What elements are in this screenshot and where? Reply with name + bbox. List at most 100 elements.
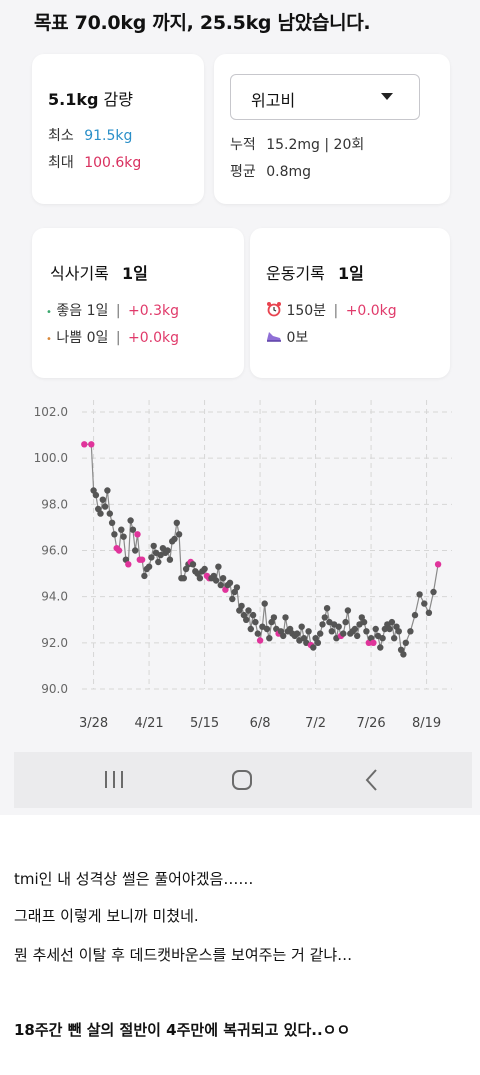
data-point bbox=[247, 625, 254, 633]
weight-chart-svg: 102.0 100.0 98.0 96.0 94.0 92.0 90.0 3/28 4/21 5/… bbox=[34, 400, 452, 731]
home-button[interactable] bbox=[212, 752, 272, 808]
highlight-point bbox=[81, 441, 88, 448]
data-point bbox=[416, 591, 423, 598]
data-point bbox=[360, 618, 368, 626]
data-point bbox=[342, 618, 349, 626]
data-point bbox=[132, 547, 139, 554]
data-point bbox=[372, 625, 379, 633]
data-point bbox=[266, 635, 273, 642]
back-button[interactable] bbox=[340, 752, 400, 808]
exercise-steps: 0보 bbox=[286, 330, 309, 346]
data-point bbox=[379, 635, 386, 642]
x-tick-label: 4/21 bbox=[134, 716, 163, 731]
data-point bbox=[217, 581, 224, 589]
x-tick-label: 8/19 bbox=[412, 716, 441, 731]
data-point bbox=[141, 572, 148, 580]
data-point bbox=[261, 600, 268, 607]
weight-loss-card: 5.1kg 감량 최소 91.5kg 최대 100.6kg bbox=[32, 54, 204, 204]
exercise-record-card[interactable]: 운동기록 1일 150분 | +0.0kg 0보 bbox=[250, 228, 450, 378]
x-tick-label: 7/26 bbox=[356, 716, 385, 731]
y-tick-label: 102.0 bbox=[34, 405, 68, 419]
data-point bbox=[321, 614, 328, 621]
exercise-title-row: 운동기록 1일 bbox=[266, 260, 364, 284]
exercise-title: 운동기록 bbox=[266, 264, 325, 283]
data-point bbox=[323, 605, 331, 612]
data-point bbox=[233, 584, 241, 591]
alarm-clock-icon bbox=[267, 302, 281, 317]
data-point bbox=[97, 510, 104, 517]
min-value: 91.5kg bbox=[84, 128, 133, 144]
bad-label: 나쁨 bbox=[56, 330, 83, 346]
data-point bbox=[402, 639, 409, 646]
data-point bbox=[254, 630, 261, 637]
data-point bbox=[101, 503, 109, 510]
data-point bbox=[400, 651, 407, 658]
medication-card: 위고비 누적 15.2mg | 20회 평균 0.8mg bbox=[214, 54, 450, 204]
data-point bbox=[215, 563, 222, 570]
highlight-point bbox=[115, 547, 123, 554]
medication-dropdown[interactable]: 위고비 bbox=[230, 74, 420, 120]
exercise-days: 1일 bbox=[337, 264, 364, 283]
data-point bbox=[421, 600, 428, 607]
loss-suffix: 감량 bbox=[103, 90, 133, 109]
total-dose-row: 누적 15.2mg | 20회 bbox=[230, 134, 364, 154]
x-tick-label: 7/2 bbox=[305, 716, 326, 731]
post-line-2: 그래프 이렇게 보니까 미쳤네. bbox=[14, 907, 199, 925]
data-point bbox=[305, 628, 312, 635]
meal-title-row: 식사기록 1일 bbox=[50, 260, 148, 284]
bad-dot-icon: • bbox=[46, 334, 52, 345]
data-point bbox=[335, 623, 342, 630]
total-value: 15.2mg | 20회 bbox=[266, 137, 365, 153]
exercise-time: 150분 bbox=[286, 303, 327, 319]
post-line-3: 뭔 추세선 이탈 후 데드캣바운스를 보여주는 거 같냐… bbox=[14, 946, 353, 964]
system-navigation-bar bbox=[14, 752, 472, 808]
y-tick-label: 94.0 bbox=[41, 590, 68, 604]
sneaker-icon bbox=[267, 332, 281, 342]
data-point bbox=[270, 614, 278, 621]
data-point bbox=[310, 644, 317, 651]
data-point bbox=[212, 577, 220, 584]
data-point bbox=[407, 628, 414, 635]
meal-record-card[interactable]: 식사기록 1일 • 좋음 1일 | +0.3kg • 나쁨 0일 | +0.0k… bbox=[32, 228, 244, 378]
data-point bbox=[164, 547, 171, 554]
x-tick-label: 3/28 bbox=[79, 716, 108, 731]
data-point bbox=[150, 542, 157, 550]
avg-label: 평균 bbox=[230, 164, 256, 180]
data-point bbox=[263, 625, 271, 633]
data-point bbox=[219, 575, 227, 582]
meal-bad-row: • 나쁨 0일 | +0.0kg bbox=[46, 330, 179, 346]
data-point bbox=[196, 575, 204, 582]
data-point bbox=[189, 561, 197, 568]
highlight-point bbox=[256, 637, 264, 644]
data-point bbox=[166, 556, 174, 563]
data-point bbox=[92, 491, 100, 499]
data-point bbox=[430, 588, 437, 596]
loss-summary: 5.1kg 감량 bbox=[48, 86, 133, 110]
data-point bbox=[411, 611, 419, 619]
highlight-point bbox=[434, 561, 442, 568]
data-point bbox=[298, 623, 305, 630]
max-weight-row: 최대 100.6kg bbox=[48, 152, 141, 172]
meal-good-row: • 좋음 1일 | +0.3kg bbox=[46, 303, 179, 319]
good-delta: +0.3kg bbox=[128, 303, 179, 319]
exercise-steps-row: 0보 bbox=[266, 327, 308, 347]
data-point bbox=[127, 517, 134, 524]
y-tick-label: 98.0 bbox=[41, 497, 68, 511]
data-point bbox=[175, 531, 183, 538]
app-screenshot: 목표 70.0kg 까지, 25.5kg 남았습니다. 5.1kg 감량 최소 … bbox=[14, 12, 472, 808]
good-value: 1일 bbox=[86, 303, 109, 319]
min-weight-row: 최소 91.5kg bbox=[48, 125, 132, 145]
max-value: 100.6kg bbox=[84, 155, 142, 171]
data-point bbox=[425, 609, 433, 616]
highlight-point bbox=[138, 556, 146, 563]
data-point bbox=[171, 535, 178, 543]
data-point bbox=[252, 618, 259, 626]
weight-chart: 102.0 100.0 98.0 96.0 94.0 92.0 90.0 3/28 4/21 5/… bbox=[20, 392, 460, 742]
bad-delta: +0.0kg bbox=[128, 330, 179, 346]
data-point bbox=[201, 565, 208, 573]
recent-apps-button[interactable] bbox=[84, 752, 144, 808]
data-point bbox=[145, 563, 153, 570]
loss-value: 5.1kg bbox=[48, 90, 99, 109]
highlight-point bbox=[134, 531, 141, 538]
avg-value: 0.8mg bbox=[266, 164, 312, 180]
